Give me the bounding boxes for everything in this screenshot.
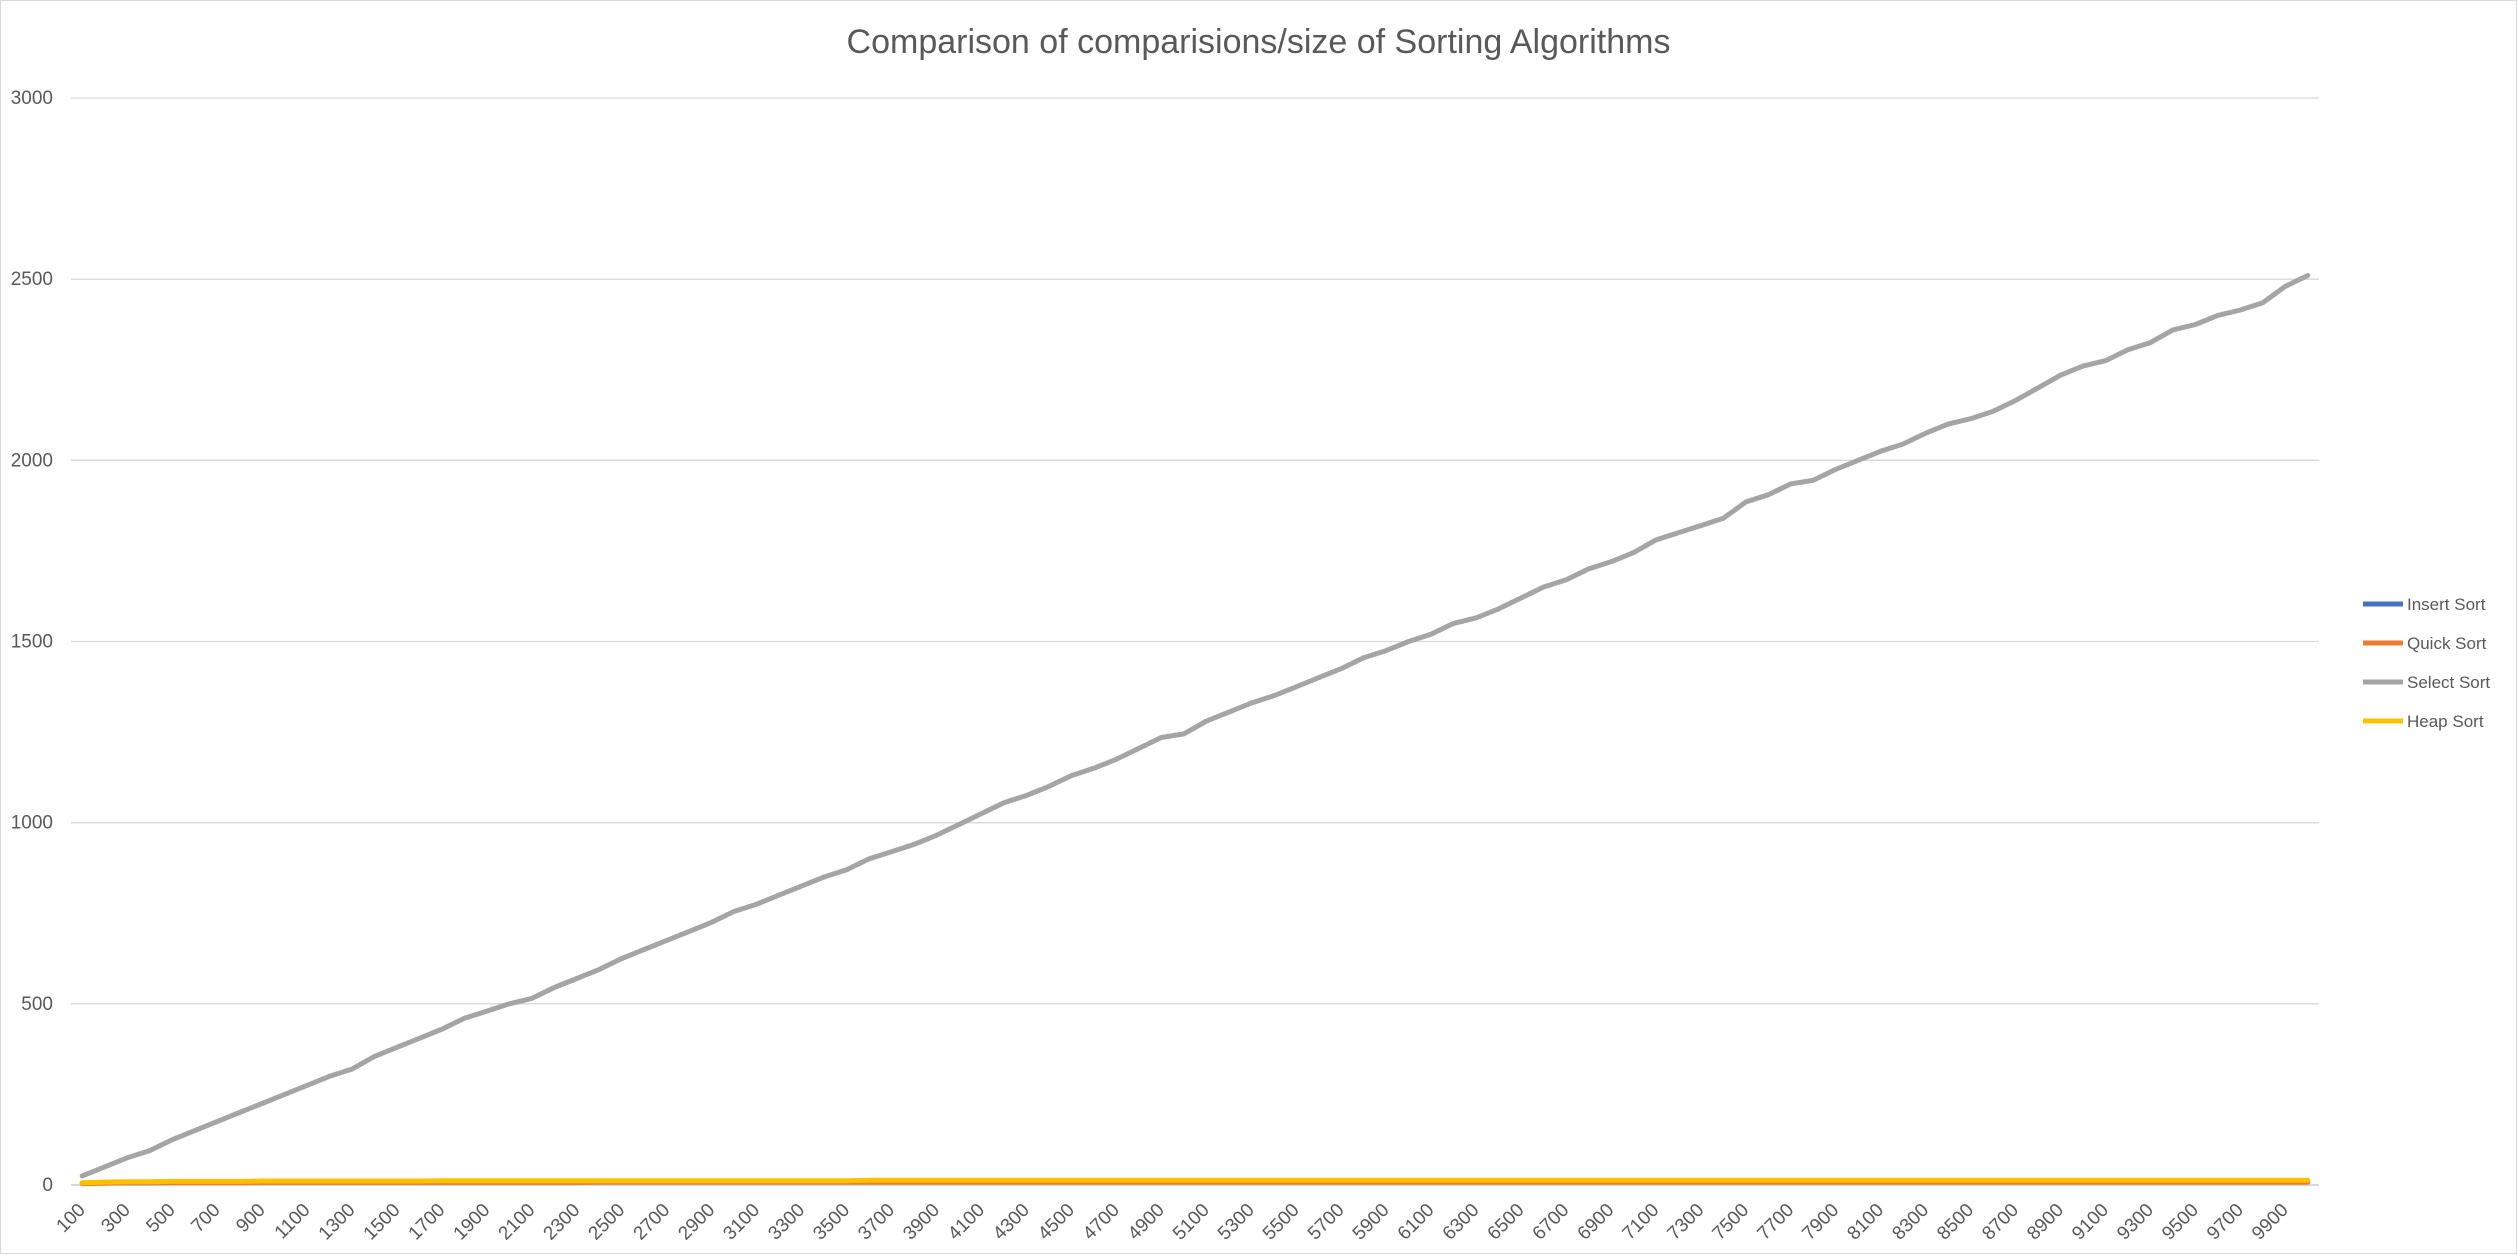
x-tick-label: 3100 <box>719 1200 764 1245</box>
x-tick-label: 6700 <box>1529 1200 1574 1245</box>
x-tick-label: 7300 <box>1664 1200 1709 1245</box>
y-tick-label: 1000 <box>11 813 53 834</box>
series-lines <box>79 273 2311 1187</box>
x-tick-label: 4100 <box>944 1200 989 1245</box>
x-tick-label: 5700 <box>1304 1200 1349 1245</box>
x-tick-label: 4300 <box>989 1200 1034 1245</box>
x-tick-label: 8700 <box>1978 1200 2023 1245</box>
x-tick-label: 7900 <box>1798 1200 1843 1245</box>
x-tick-label: 2300 <box>540 1200 585 1245</box>
y-tick-label: 2000 <box>11 450 53 471</box>
x-tick-label: 2100 <box>495 1200 540 1245</box>
x-tick-label: 1500 <box>360 1200 405 1245</box>
y-tick-label: 1500 <box>11 632 53 653</box>
x-tick-label: 1700 <box>405 1200 450 1245</box>
chart-title: Comparison of comparisions/size of Sorti… <box>846 23 1671 61</box>
x-tick-label: 900 <box>232 1200 269 1237</box>
legend: Insert Sort Quick Sort Select Sort Heap Sor… <box>2363 595 2490 731</box>
y-axis-ticks: 0 500 1000 1500 2000 2500 3000 <box>11 88 53 1196</box>
x-tick-label: 1900 <box>450 1200 495 1245</box>
x-tick-label: 9700 <box>2203 1200 2248 1245</box>
x-tick-label: 6900 <box>1574 1200 1619 1245</box>
legend-label: Quick Sort <box>2407 634 2487 653</box>
x-tick-label: 9300 <box>2113 1200 2158 1245</box>
x-tick-label: 8900 <box>2023 1200 2068 1245</box>
legend-label: Insert Sort <box>2407 595 2486 614</box>
x-tick-label: 9500 <box>2158 1200 2203 1245</box>
x-tick-label: 8100 <box>1843 1200 1888 1245</box>
x-tick-label: 7500 <box>1709 1200 1754 1245</box>
x-tick-label: 5300 <box>1214 1200 1259 1245</box>
x-tick-label: 2900 <box>674 1200 719 1245</box>
x-tick-label: 7100 <box>1619 1200 1664 1245</box>
x-tick-label: 300 <box>97 1200 134 1237</box>
x-tick-label: 2700 <box>630 1200 675 1245</box>
legend-label: Select Sort <box>2407 673 2490 692</box>
x-tick-label: 9100 <box>2068 1200 2113 1245</box>
x-tick-label: 7700 <box>1754 1200 1799 1245</box>
x-tick-label: 5500 <box>1259 1200 1304 1245</box>
series-line-select-sort <box>79 273 2311 1179</box>
x-tick-label: 100 <box>53 1200 90 1237</box>
x-tick-label: 6300 <box>1439 1200 1484 1245</box>
x-tick-label: 5900 <box>1349 1200 1394 1245</box>
x-tick-label: 1100 <box>271 1200 315 1244</box>
x-tick-label: 4500 <box>1034 1200 1079 1245</box>
x-tick-label: 8300 <box>1888 1200 1933 1245</box>
y-tick-label: 500 <box>21 994 53 1015</box>
x-tick-label: 700 <box>187 1200 224 1237</box>
x-tick-label: 9900 <box>2248 1200 2293 1245</box>
y-tick-label: 2500 <box>11 269 53 290</box>
series-line-heap-sort <box>79 1177 2311 1186</box>
gridlines <box>71 97 2319 1186</box>
x-tick-label: 5100 <box>1169 1200 1214 1245</box>
x-tick-label: 6500 <box>1484 1200 1529 1245</box>
x-tick-label: 2500 <box>585 1200 630 1245</box>
y-tick-label: 3000 <box>11 88 53 109</box>
x-tick-label: 8500 <box>1933 1200 1978 1245</box>
x-tick-label: 3700 <box>854 1200 899 1245</box>
x-tick-label: 6100 <box>1394 1200 1439 1245</box>
x-tick-label: 4900 <box>1124 1200 1169 1245</box>
y-tick-label: 0 <box>42 1175 53 1196</box>
x-tick-label: 4700 <box>1079 1200 1124 1245</box>
x-tick-label: 3900 <box>899 1200 944 1245</box>
x-axis-ticks: 100 300 500 700 900 1100 1300 1500 1700 1900 2100 2… <box>53 1200 2293 1245</box>
x-tick-label: 3300 <box>764 1200 809 1245</box>
x-tick-label: 1300 <box>315 1200 360 1245</box>
legend-label: Heap Sort <box>2407 712 2484 731</box>
x-tick-label: 3500 <box>809 1200 854 1245</box>
x-tick-label: 500 <box>142 1200 179 1237</box>
